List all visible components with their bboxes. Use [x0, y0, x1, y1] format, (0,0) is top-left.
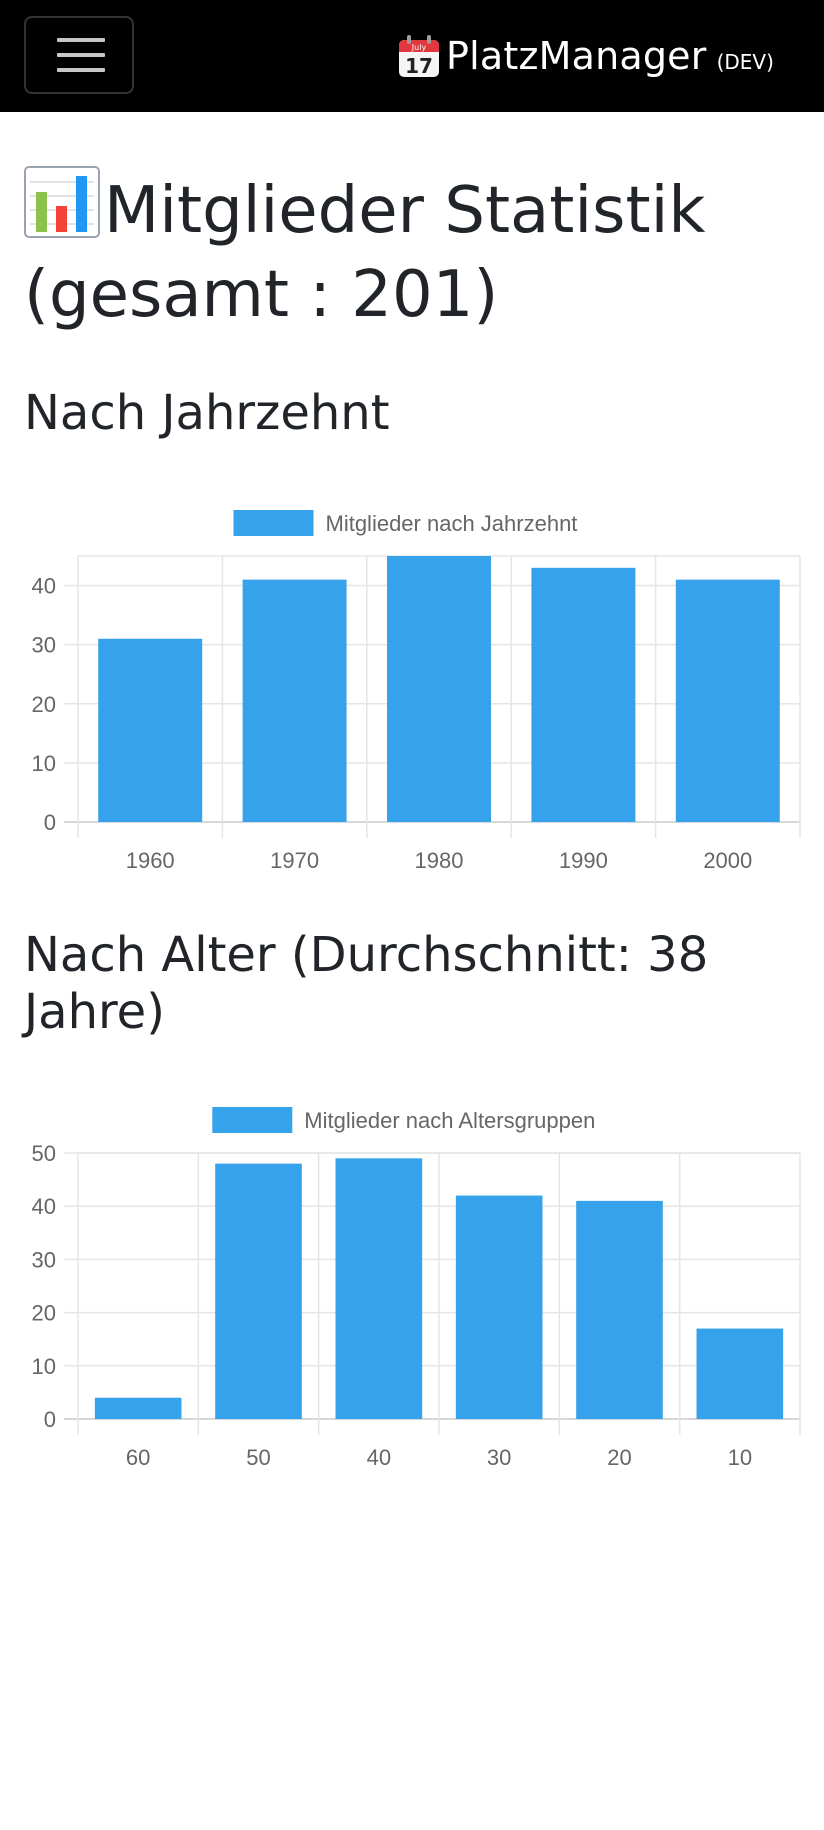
- bar: [531, 567, 636, 822]
- x-tick-label: 2000: [703, 848, 752, 873]
- age-bar-chart: Mitglieder nach Altersgruppen 0 10 20 30 40 50…: [32, 1107, 801, 1470]
- y-tick-label: 50: [32, 1141, 56, 1166]
- y-tick-label: 40: [32, 1194, 56, 1219]
- calendar-icon: July 17: [399, 35, 439, 78]
- x-tick-label: 1970: [270, 848, 319, 873]
- bar-chart-icon: [24, 166, 100, 256]
- brand-env: (DEV): [716, 50, 774, 74]
- y-tick-label: 10: [32, 751, 56, 776]
- page-title-line2: (gesamt : 201): [24, 258, 499, 332]
- y-tick-label: 20: [32, 1301, 56, 1326]
- bar: [335, 1158, 423, 1419]
- x-tick-label: 1990: [559, 848, 608, 873]
- age-title-line1: Nach Alter (Durchschnitt: 38: [24, 927, 709, 983]
- brand-name[interactable]: PlatzManager: [446, 34, 707, 78]
- bar: [696, 1328, 784, 1419]
- brand-link[interactable]: July 17 PlatzManager (DEV): [398, 28, 774, 84]
- y-tick-label: 0: [44, 810, 56, 835]
- x-tick-label: 40: [367, 1445, 391, 1470]
- y-tick-label: 20: [32, 692, 56, 717]
- menu-toggle-button[interactable]: [24, 16, 134, 94]
- bar: [455, 1195, 543, 1419]
- y-tick-label: 30: [32, 633, 56, 658]
- x-tick-label: 20: [607, 1445, 631, 1470]
- legend-swatch: [233, 510, 314, 536]
- x-tick-label: 1980: [415, 848, 464, 873]
- bar: [215, 1163, 302, 1419]
- navbar: July 17 PlatzManager (DEV): [0, 0, 824, 112]
- x-tick-label: 30: [487, 1445, 511, 1470]
- bar: [675, 579, 780, 822]
- y-tick-label: 40: [32, 574, 56, 599]
- y-tick-label: 0: [44, 1407, 56, 1432]
- bar: [576, 1200, 663, 1419]
- calendar-month: July: [411, 43, 427, 52]
- decade-section-title: Nach Jahrzehnt: [24, 385, 390, 441]
- bar: [387, 556, 491, 822]
- calendar-day: 17: [405, 54, 433, 78]
- x-tick-label: 1960: [126, 848, 175, 873]
- y-tick-label: 10: [32, 1354, 56, 1379]
- bar: [94, 1397, 182, 1419]
- legend-label: Mitglieder nach Altersgruppen: [304, 1108, 595, 1133]
- legend-label: Mitglieder nach Jahrzehnt: [326, 511, 578, 536]
- decade-bar-chart: Mitglieder nach Jahrzehnt 0 10 20 30 40 1960 19…: [32, 510, 801, 873]
- x-tick-label: 60: [126, 1445, 150, 1470]
- y-tick-label: 30: [32, 1247, 56, 1272]
- age-section-title: Nach Alter (Durchschnitt: 38 Jahre): [24, 927, 804, 1041]
- page-title: Mitglieder Statistik (gesamt : 201): [24, 166, 804, 334]
- bar: [98, 638, 203, 822]
- age-title-line2: Jahre): [24, 984, 165, 1040]
- legend-swatch: [212, 1107, 293, 1133]
- bar: [242, 579, 347, 822]
- page-title-line1: Mitglieder Statistik: [104, 174, 706, 248]
- x-tick-label: 50: [246, 1445, 270, 1470]
- x-tick-label: 10: [728, 1445, 752, 1470]
